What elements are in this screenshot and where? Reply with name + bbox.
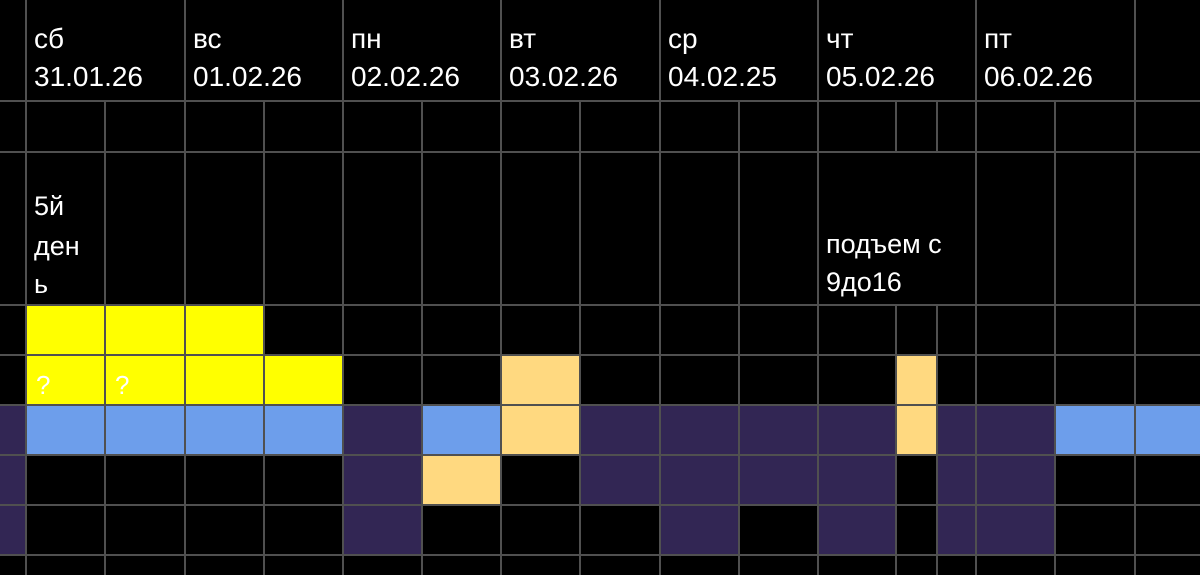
- blue-cell[interactable]: [1055, 405, 1134, 455]
- thu-cell[interactable]: [896, 405, 937, 455]
- purple-cell[interactable]: [0, 505, 26, 555]
- purple-cell[interactable]: [0, 405, 26, 455]
- grid-line: [738, 100, 740, 575]
- purple-cell[interactable]: [580, 455, 659, 505]
- grid-line: [936, 304, 938, 575]
- purple-cell[interactable]: [343, 455, 422, 505]
- grid-line: [1134, 0, 1136, 575]
- grid-line: [0, 554, 1200, 556]
- note-line: 9до16: [826, 267, 902, 297]
- question-mark: ?: [36, 370, 51, 400]
- grid-line: [500, 0, 502, 575]
- day-date: 05.02.26: [826, 61, 935, 92]
- note-line: 5й: [34, 191, 65, 221]
- day-weekday: вс: [193, 23, 222, 54]
- purple-cell[interactable]: [817, 405, 896, 455]
- grid-line: [936, 100, 938, 151]
- grid-line: [0, 151, 1200, 153]
- purple-cell[interactable]: [659, 405, 738, 455]
- tue-cell[interactable]: [501, 405, 580, 455]
- purple-cell[interactable]: [343, 505, 422, 555]
- grid-line: [104, 100, 106, 575]
- purple-cell[interactable]: [580, 405, 659, 455]
- grid-line: [659, 0, 661, 575]
- grid-line: [0, 504, 1200, 506]
- purple-cell[interactable]: [976, 505, 1055, 555]
- note-line: ден: [34, 231, 80, 261]
- thu-cell[interactable]: [896, 355, 937, 405]
- sat-cell[interactable]: [26, 355, 105, 405]
- sat-cell[interactable]: [105, 355, 184, 405]
- purple-cell[interactable]: [659, 455, 738, 505]
- mon-cell[interactable]: [422, 455, 501, 505]
- blue-cell[interactable]: [1134, 405, 1200, 455]
- grid-line: [0, 354, 1200, 356]
- grid-line: [184, 0, 186, 575]
- note-line: ь: [34, 269, 49, 299]
- sun-cell[interactable]: [263, 355, 342, 405]
- purple-cell[interactable]: [738, 405, 817, 455]
- day-date: 01.02.26: [193, 61, 302, 92]
- sun-cell[interactable]: [184, 355, 263, 405]
- purple-cell[interactable]: [937, 405, 976, 455]
- purple-cell[interactable]: [976, 455, 1055, 505]
- grid-line: [0, 454, 1200, 456]
- day-weekday: пт: [984, 23, 1012, 54]
- day-weekday: пн: [351, 23, 382, 54]
- purple-cell[interactable]: [659, 505, 738, 555]
- tue-cell[interactable]: [501, 355, 580, 405]
- grid-line: [817, 0, 819, 575]
- blue-cell[interactable]: [184, 405, 263, 455]
- grid-line: [0, 404, 1200, 406]
- day-weekday: ср: [668, 23, 698, 54]
- day-weekday: сб: [34, 23, 65, 54]
- purple-cell[interactable]: [0, 455, 26, 505]
- purple-cell[interactable]: [976, 405, 1055, 455]
- day-weekday: вт: [509, 23, 537, 54]
- grid-line: [579, 100, 581, 575]
- note-line: подъем с: [826, 229, 942, 259]
- day-weekday: чт: [826, 23, 854, 54]
- day-date: 31.01.26: [34, 61, 143, 92]
- purple-cell[interactable]: [937, 505, 976, 555]
- blue-cell[interactable]: [26, 405, 105, 455]
- grid-line: [25, 0, 27, 575]
- day-date: 06.02.26: [984, 61, 1093, 92]
- grid-line: [1054, 100, 1056, 575]
- blue-cell[interactable]: [105, 405, 184, 455]
- day-date: 04.02.25: [668, 61, 777, 92]
- question-mark: ?: [115, 370, 130, 400]
- grid-line: [421, 100, 423, 575]
- grid-line: [342, 0, 344, 575]
- grid-line: [895, 100, 897, 151]
- grid-line: [0, 100, 1200, 102]
- grid-line: [975, 0, 977, 575]
- grid-line: [0, 304, 1200, 306]
- purple-cell[interactable]: [817, 455, 896, 505]
- purple-cell[interactable]: [817, 505, 896, 555]
- purple-cell[interactable]: [937, 455, 976, 505]
- sat-cell[interactable]: [105, 305, 184, 355]
- day-date: 03.02.26: [509, 61, 618, 92]
- grid-line: [895, 304, 897, 575]
- blue-cell[interactable]: [422, 405, 501, 455]
- day-date: 02.02.26: [351, 61, 460, 92]
- grid-line: [263, 100, 265, 575]
- sun-cell[interactable]: [184, 305, 263, 355]
- purple-cell[interactable]: [738, 455, 817, 505]
- purple-cell[interactable]: [343, 405, 422, 455]
- blue-cell[interactable]: [263, 405, 342, 455]
- sat-cell[interactable]: [26, 305, 105, 355]
